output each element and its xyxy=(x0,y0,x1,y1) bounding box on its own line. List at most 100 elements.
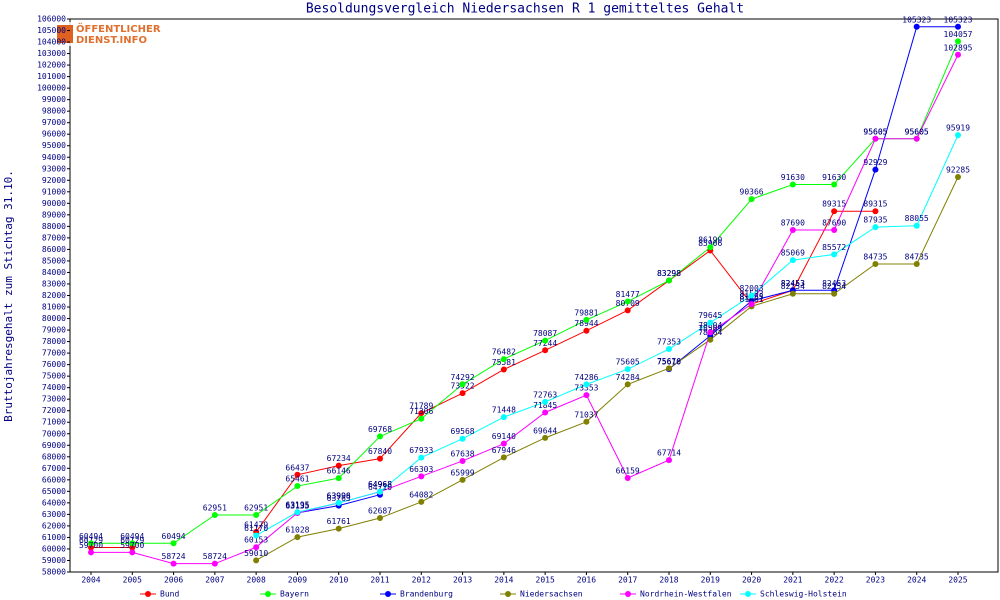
point xyxy=(831,290,838,297)
value-label: 62951 xyxy=(244,503,268,512)
y-tick-label: 77000 xyxy=(42,349,66,358)
value-label: 69568 xyxy=(451,427,475,436)
x-tick-label: 2015 xyxy=(536,576,555,585)
value-label: 89315 xyxy=(863,200,887,209)
value-label: 75610 xyxy=(657,358,681,367)
value-label: 62951 xyxy=(203,503,227,512)
y-tick-label: 84000 xyxy=(42,268,66,277)
point xyxy=(666,346,672,353)
legend-marker xyxy=(265,591,271,597)
point xyxy=(459,457,466,464)
y-tick-label: 79000 xyxy=(42,326,66,335)
point xyxy=(707,329,714,336)
point xyxy=(666,277,672,284)
value-label: 63195 xyxy=(285,501,309,510)
point xyxy=(500,440,507,447)
x-tick-label: 2010 xyxy=(329,576,348,585)
point xyxy=(913,260,920,267)
value-label: 84735 xyxy=(905,252,929,261)
legend-label: Niedersachsen xyxy=(520,590,583,599)
y-tick-label: 63000 xyxy=(42,510,66,519)
y-tick-label: 76000 xyxy=(42,360,66,369)
point xyxy=(500,366,507,373)
point xyxy=(500,454,507,461)
y-tick-label: 86000 xyxy=(42,245,66,254)
point xyxy=(789,257,796,264)
value-label: 67714 xyxy=(657,449,681,458)
logo-text: ÖFFENTLICHER xyxy=(76,21,161,35)
value-label: 67234 xyxy=(327,454,351,463)
y-tick-label: 58000 xyxy=(42,568,66,577)
logo: ÖFFENTLICHER DIENST.INFO xyxy=(55,21,161,46)
legend-label: Bund xyxy=(160,590,179,599)
point xyxy=(418,415,425,422)
value-label: 59700 xyxy=(79,541,103,550)
point xyxy=(335,462,342,469)
y-tick-label: 73000 xyxy=(42,395,66,404)
point xyxy=(170,560,177,567)
legend-marker xyxy=(145,591,151,597)
point xyxy=(831,226,838,233)
value-label: 65999 xyxy=(451,468,475,477)
y-tick-label: 65000 xyxy=(42,487,66,496)
point xyxy=(500,414,507,421)
y-tick-label: 104000 xyxy=(37,38,66,47)
legend-label: Bayern xyxy=(280,590,309,599)
x-tick-label: 2025 xyxy=(948,576,967,585)
value-label: 102895 xyxy=(944,43,973,52)
value-label: 87935 xyxy=(863,216,887,225)
value-label: 74284 xyxy=(616,373,640,382)
point xyxy=(211,511,218,518)
value-label: 78087 xyxy=(533,329,557,338)
y-tick-label: 82000 xyxy=(42,291,66,300)
value-label: 88055 xyxy=(905,214,929,223)
value-label: 64710 xyxy=(368,483,392,492)
y-tick-label: 106000 xyxy=(37,15,66,24)
point xyxy=(955,132,961,139)
value-label: 78944 xyxy=(574,319,598,328)
legend-label: Brandenburg xyxy=(400,590,453,599)
value-label: 78509 xyxy=(698,324,722,333)
value-label: 85572 xyxy=(822,243,846,252)
value-label: 66146 xyxy=(327,467,351,476)
chart-title: Besoldungsvergleich Niedersachsen R 1 ge… xyxy=(306,2,744,17)
point xyxy=(831,181,838,188)
value-label: 60153 xyxy=(244,536,268,545)
value-label: 74286 xyxy=(574,373,598,382)
point xyxy=(955,51,961,58)
legend-marker xyxy=(625,591,631,597)
point xyxy=(500,356,507,363)
point xyxy=(88,549,94,556)
series-line xyxy=(255,176,959,561)
value-label: 105323 xyxy=(902,15,931,24)
x-tick-label: 2011 xyxy=(370,576,389,585)
value-label: 95919 xyxy=(946,124,970,133)
x-tick-label: 2009 xyxy=(288,576,307,585)
y-axis-label: Bruttojahresgehalt zum Stichtag 31.10. xyxy=(2,170,15,422)
y-tick-label: 83000 xyxy=(42,279,66,288)
value-label: 61028 xyxy=(285,526,309,535)
y-tick-label: 96000 xyxy=(42,130,66,139)
y-tick-label: 64000 xyxy=(42,498,66,507)
value-label: 63998 xyxy=(327,491,351,500)
plot-frame xyxy=(69,18,999,573)
legend-marker xyxy=(745,591,751,597)
value-label: 87690 xyxy=(822,218,846,227)
point xyxy=(872,260,879,267)
value-label: 79881 xyxy=(574,308,598,317)
series-line xyxy=(91,210,876,548)
value-label: 58724 xyxy=(203,552,227,561)
point xyxy=(748,196,755,203)
point xyxy=(955,174,961,181)
point xyxy=(707,336,714,343)
value-label: 69140 xyxy=(492,432,516,441)
x-tick-label: 2023 xyxy=(866,576,885,585)
value-label: 63135 xyxy=(285,501,309,510)
value-label: 67638 xyxy=(451,449,475,458)
value-label: 66437 xyxy=(285,463,309,472)
point xyxy=(253,532,260,539)
point xyxy=(294,509,301,516)
point xyxy=(666,457,672,464)
point xyxy=(253,544,260,551)
